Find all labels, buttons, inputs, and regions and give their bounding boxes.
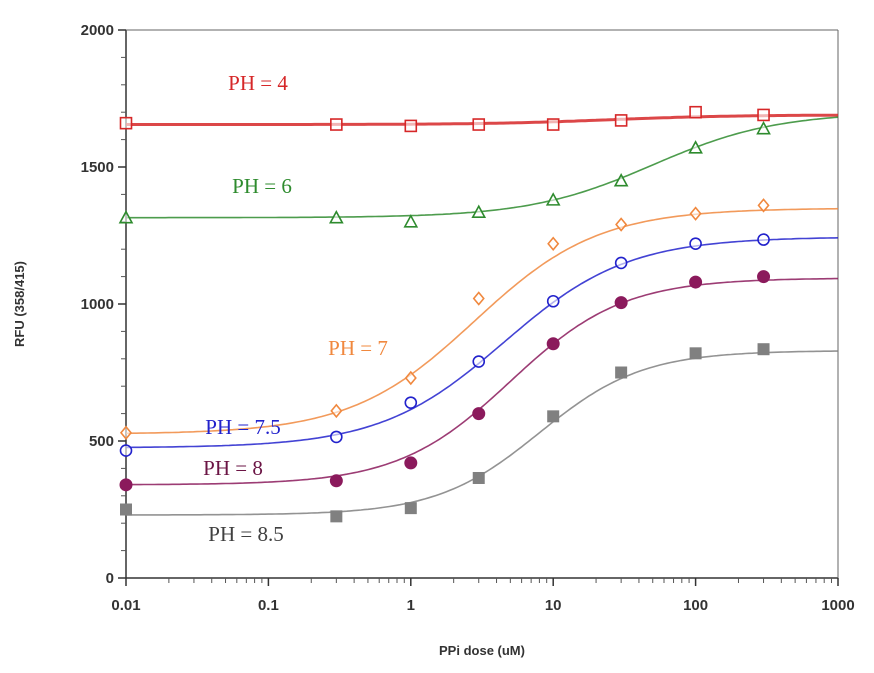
- data-point: [756, 120, 771, 135]
- data-point: [546, 337, 560, 351]
- data-point: [757, 233, 770, 246]
- data-point: [547, 236, 560, 251]
- data-point: [472, 355, 486, 368]
- data-point: [547, 410, 560, 423]
- data-point: [328, 210, 344, 224]
- data-point: [615, 366, 628, 379]
- data-points: [118, 105, 771, 523]
- data-point: [689, 206, 702, 221]
- data-point: [546, 118, 560, 131]
- series-label: PH = 8: [203, 456, 263, 480]
- y-axis-title: RFU (358/415): [12, 261, 27, 347]
- data-point: [471, 204, 487, 219]
- data-point: [404, 456, 418, 470]
- data-point: [330, 430, 343, 444]
- data-point: [613, 173, 629, 187]
- data-point: [472, 471, 485, 484]
- data-point: [472, 118, 486, 131]
- data-point: [546, 294, 560, 308]
- y-tick-label: 1000: [81, 296, 114, 313]
- data-point: [472, 407, 486, 421]
- series-label: PH = 6: [232, 174, 292, 198]
- y-tick-label: 0: [106, 570, 114, 587]
- data-point: [757, 270, 771, 284]
- data-point: [545, 192, 561, 206]
- data-point: [330, 403, 343, 419]
- y-tick-label: 500: [89, 433, 114, 450]
- data-point: [757, 343, 770, 356]
- data-point: [118, 210, 134, 224]
- x-tick-label: 0.01: [111, 597, 140, 614]
- data-point: [404, 502, 417, 515]
- data-point: [404, 119, 418, 133]
- series-label: PH = 4: [228, 71, 288, 95]
- data-point: [689, 275, 703, 289]
- data-point: [689, 237, 702, 251]
- data-point: [330, 118, 343, 131]
- data-point: [688, 140, 703, 154]
- ticks: 0.01 0.1 1 10 100 1000 0 500 1000 1500 2000: [81, 22, 855, 614]
- axes: [125, 29, 839, 579]
- fit-curve: [126, 116, 839, 219]
- data-point: [404, 396, 418, 409]
- series-label: PH = 7: [328, 336, 388, 360]
- data-point: [614, 114, 628, 127]
- data-point: [120, 503, 132, 516]
- data-point: [689, 347, 702, 360]
- data-point: [757, 198, 770, 213]
- data-point: [614, 256, 628, 270]
- data-point: [404, 370, 417, 386]
- fit-curve: [126, 207, 839, 435]
- data-point: [330, 510, 343, 523]
- series-labels: PH = 4 PH = 6 PH = 7 PH = 7.5 PH = 8 PH = 8.5: [203, 71, 388, 546]
- data-point: [472, 291, 485, 306]
- data-point: [403, 214, 419, 228]
- series-label: PH = 8.5: [208, 522, 283, 546]
- data-point: [615, 217, 628, 232]
- data-point: [119, 425, 133, 441]
- series-label: PH = 7.5: [205, 415, 280, 439]
- data-point: [119, 116, 133, 130]
- y-tick-label: 2000: [81, 22, 114, 39]
- x-tick-label: 100: [683, 597, 708, 614]
- data-point: [689, 105, 702, 119]
- data-point: [757, 108, 770, 122]
- data-point: [119, 444, 133, 457]
- y-tick-label: 1500: [81, 159, 114, 176]
- fit-curve: [126, 277, 838, 486]
- x-tick-label: 10: [545, 597, 562, 614]
- data-point: [329, 474, 343, 488]
- x-axis-title: PPi dose (uM): [439, 643, 525, 658]
- data-point: [119, 478, 133, 492]
- data-point: [614, 296, 628, 310]
- x-tick-label: 1: [407, 597, 415, 614]
- x-tick-label: 0.1: [258, 597, 279, 614]
- x-tick-label: 1000: [821, 597, 854, 614]
